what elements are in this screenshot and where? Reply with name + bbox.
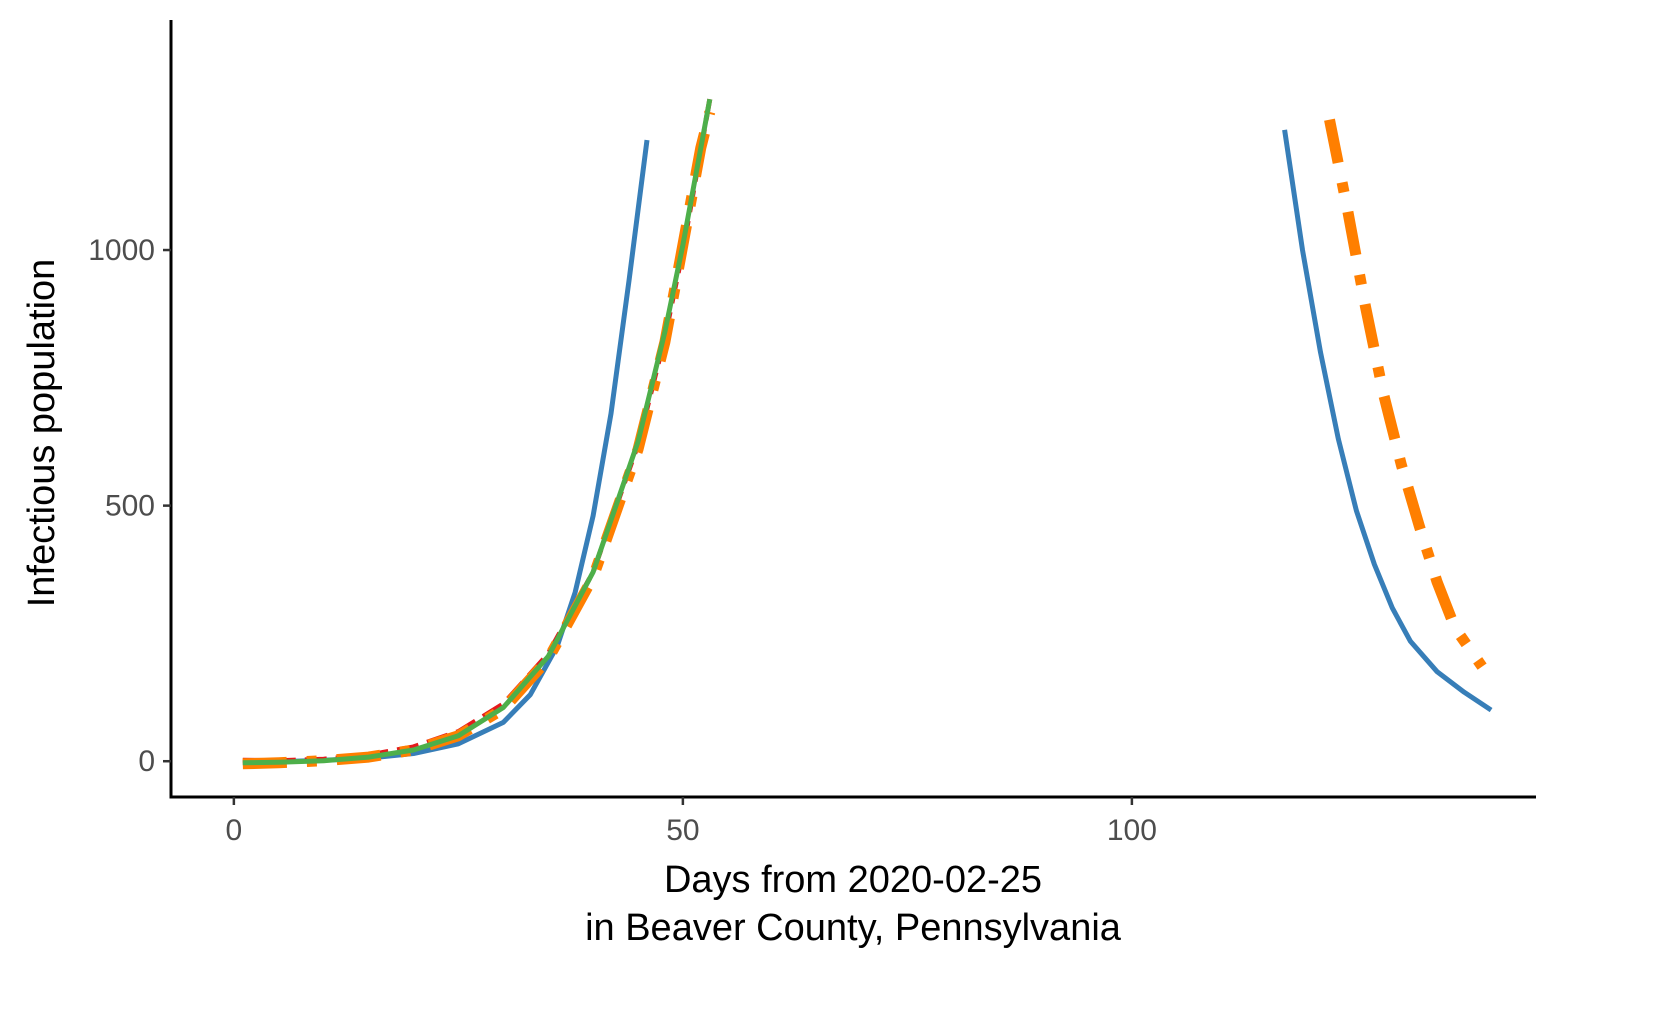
x-tick-label: 100 (1107, 814, 1157, 847)
y-tick-label: 500 (105, 490, 155, 523)
series-4-line-segment-1 (242, 98, 713, 766)
y-tick-label: 0 (138, 745, 155, 778)
x-axis-ticks: 0 50 100 (226, 797, 1157, 847)
x-tick-label: 50 (666, 814, 699, 847)
series-3-line-segment-2 (1324, 118, 1487, 670)
series-1-line-segment-2 (1282, 129, 1493, 713)
y-tick-label: 1000 (88, 234, 155, 267)
x-tick-label: 0 (226, 814, 243, 847)
x-axis-title-line2: in Beaver County, Pennsylvania (585, 907, 1122, 949)
x-axis-title-line1: Days from 2020-02-25 (664, 859, 1042, 901)
plot-area (242, 98, 1493, 770)
series-layer (242, 98, 1493, 770)
series-1-line-segment-1 (242, 139, 650, 766)
y-axis-ticks: 0 500 1000 (88, 234, 171, 778)
y-axis-title: Infectious population (21, 259, 63, 608)
